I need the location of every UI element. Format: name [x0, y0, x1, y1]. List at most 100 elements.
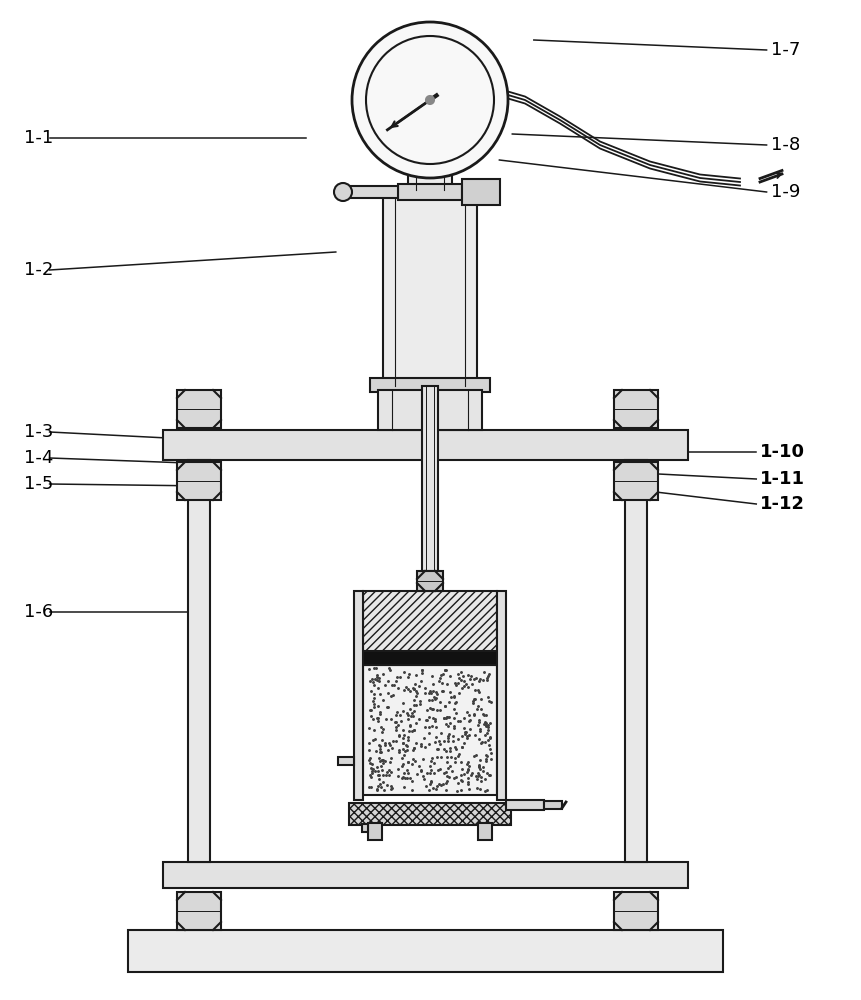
- Point: [396, 703, 410, 719]
- Point: [443, 740, 457, 756]
- Point: [443, 684, 457, 700]
- Point: [445, 763, 459, 779]
- Point: [471, 717, 485, 733]
- Point: [430, 778, 443, 794]
- Point: [407, 703, 421, 719]
- Point: [370, 782, 384, 798]
- Point: [468, 691, 481, 707]
- Point: [439, 743, 453, 759]
- Bar: [383, 190, 477, 386]
- Point: [435, 667, 449, 683]
- Point: [425, 701, 439, 717]
- Point: [479, 783, 492, 799]
- Bar: [462, 179, 500, 205]
- Point: [403, 717, 417, 733]
- Point: [429, 690, 443, 706]
- Text: 1-10: 1-10: [760, 443, 805, 461]
- Point: [450, 675, 464, 691]
- Point: [432, 702, 446, 718]
- Bar: [417, 571, 443, 591]
- Point: [455, 782, 468, 798]
- Point: [434, 725, 448, 741]
- Point: [371, 713, 385, 729]
- Point: [375, 724, 388, 740]
- Point: [375, 762, 389, 778]
- Bar: [163, 862, 688, 888]
- Point: [434, 694, 448, 710]
- Point: [416, 662, 430, 678]
- Point: [476, 763, 490, 779]
- Point: [443, 758, 456, 774]
- Point: [409, 715, 423, 731]
- Point: [422, 782, 436, 798]
- Point: [391, 717, 405, 733]
- Point: [472, 759, 486, 775]
- Point: [480, 747, 493, 763]
- Point: [364, 683, 378, 699]
- Text: 1-4: 1-4: [24, 449, 53, 467]
- Point: [414, 673, 428, 689]
- Point: [400, 770, 413, 786]
- Point: [379, 735, 393, 751]
- Point: [363, 750, 377, 766]
- Point: [409, 735, 423, 751]
- Point: [457, 710, 471, 726]
- Point: [472, 757, 486, 773]
- Point: [388, 673, 402, 689]
- Point: [455, 739, 468, 755]
- Point: [375, 752, 389, 768]
- Point: [462, 707, 476, 723]
- Point: [370, 669, 384, 685]
- Point: [370, 781, 384, 797]
- Point: [430, 684, 443, 700]
- Point: [400, 762, 414, 778]
- Point: [474, 752, 487, 768]
- Point: [439, 764, 453, 780]
- Point: [462, 713, 476, 729]
- Point: [383, 662, 397, 678]
- Point: [455, 773, 468, 789]
- Point: [461, 762, 474, 778]
- Point: [472, 758, 486, 774]
- Point: [369, 660, 383, 676]
- Point: [425, 668, 439, 684]
- Point: [461, 776, 474, 792]
- Point: [415, 662, 429, 678]
- Point: [373, 673, 387, 689]
- Point: [438, 662, 452, 678]
- Point: [398, 682, 412, 698]
- Point: [409, 697, 423, 713]
- Point: [460, 764, 474, 780]
- Point: [414, 763, 428, 779]
- Point: [362, 742, 376, 758]
- Point: [424, 762, 437, 778]
- Bar: [370, 378, 490, 392]
- Bar: [378, 390, 482, 430]
- Point: [389, 719, 403, 735]
- Point: [419, 765, 433, 781]
- Bar: [368, 823, 382, 840]
- Point: [448, 718, 461, 734]
- Point: [474, 761, 487, 777]
- Point: [401, 754, 415, 770]
- Point: [363, 673, 377, 689]
- Point: [382, 767, 396, 783]
- Point: [403, 718, 417, 734]
- Point: [410, 685, 424, 701]
- Point: [483, 730, 497, 746]
- Point: [451, 666, 465, 682]
- Point: [399, 737, 412, 753]
- Point: [449, 675, 462, 691]
- Point: [443, 715, 456, 731]
- Point: [381, 699, 395, 715]
- Point: [371, 680, 385, 696]
- Point: [432, 733, 446, 749]
- Point: [362, 752, 375, 768]
- Point: [424, 683, 437, 699]
- Bar: [177, 892, 221, 930]
- Point: [423, 685, 437, 701]
- Point: [467, 693, 480, 709]
- Point: [460, 704, 474, 720]
- Point: [449, 705, 463, 721]
- Point: [374, 744, 387, 760]
